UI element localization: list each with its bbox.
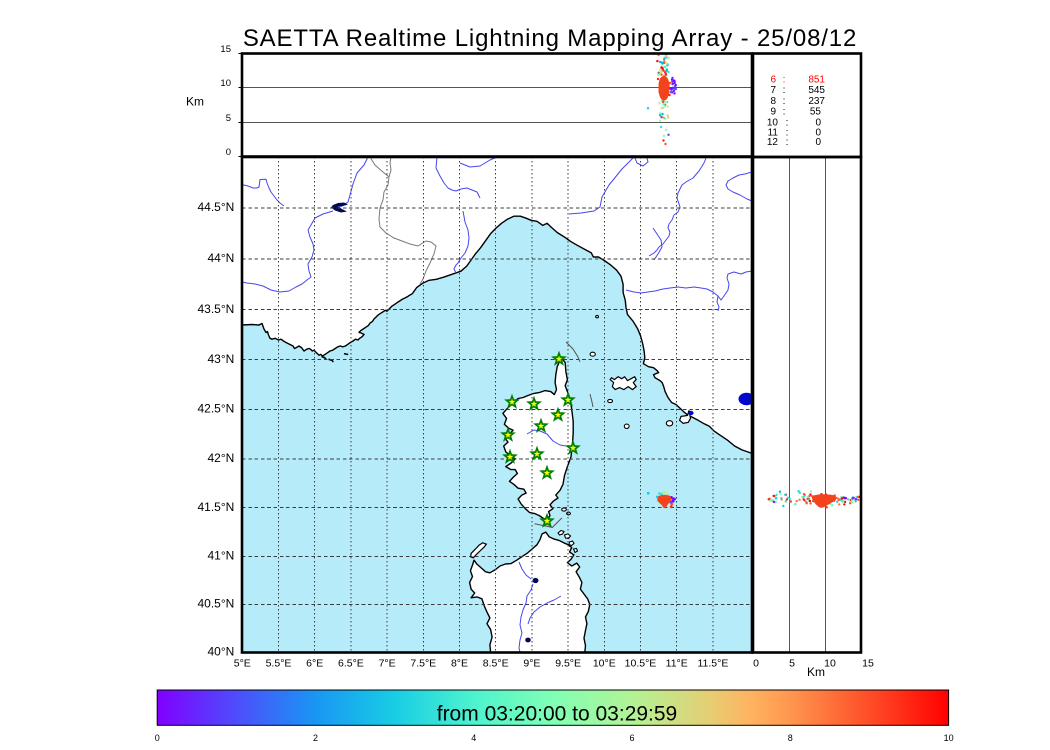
svg-text:40.5°N: 40.5°N xyxy=(197,597,234,611)
svg-text::: : xyxy=(783,96,786,107)
svg-text:15: 15 xyxy=(220,44,231,55)
svg-text:8°E: 8°E xyxy=(451,658,468,670)
svg-text:44°N: 44°N xyxy=(207,251,234,265)
svg-text:6: 6 xyxy=(630,733,635,743)
svg-text:from 03:20:00 to 03:29:59: from 03:20:00 to 03:29:59 xyxy=(437,703,678,726)
svg-text:6°E: 6°E xyxy=(306,658,323,670)
svg-text:10°E: 10°E xyxy=(593,658,616,670)
svg-text:40°N: 40°N xyxy=(207,645,234,659)
svg-text:0: 0 xyxy=(155,733,160,743)
svg-text::: : xyxy=(786,137,789,148)
svg-text:6: 6 xyxy=(770,75,776,86)
svg-text::: : xyxy=(783,85,786,96)
svg-text:6.5°E: 6.5°E xyxy=(338,658,364,670)
svg-text:4: 4 xyxy=(471,733,476,743)
svg-text::: : xyxy=(783,106,786,117)
svg-text:237: 237 xyxy=(808,96,825,107)
svg-text:44.5°N: 44.5°N xyxy=(197,200,234,214)
svg-text:10: 10 xyxy=(220,78,231,89)
svg-text:0: 0 xyxy=(815,137,821,148)
svg-text:0: 0 xyxy=(226,147,231,158)
svg-text::: : xyxy=(786,128,789,139)
svg-text:9: 9 xyxy=(770,106,776,117)
svg-text:0: 0 xyxy=(815,128,821,139)
svg-text:0: 0 xyxy=(815,117,821,128)
svg-text:42°N: 42°N xyxy=(207,451,234,465)
svg-text:11: 11 xyxy=(768,128,779,139)
svg-text:8.5°E: 8.5°E xyxy=(483,658,509,670)
svg-text:15: 15 xyxy=(862,658,874,670)
svg-text:42.5°N: 42.5°N xyxy=(197,402,234,416)
svg-text:5: 5 xyxy=(789,658,795,670)
svg-text:7.5°E: 7.5°E xyxy=(410,658,436,670)
svg-text:5°E: 5°E xyxy=(234,658,251,670)
svg-text:851: 851 xyxy=(808,75,825,86)
svg-text:10.5°E: 10.5°E xyxy=(625,658,657,670)
svg-text:11°E: 11°E xyxy=(666,658,688,670)
svg-text:Km: Km xyxy=(186,95,204,109)
svg-text:43°N: 43°N xyxy=(207,352,234,366)
svg-text:8: 8 xyxy=(788,733,793,743)
svg-text:9°E: 9°E xyxy=(523,658,540,670)
svg-text:5.5°E: 5.5°E xyxy=(266,658,292,670)
svg-text:0: 0 xyxy=(753,658,759,670)
svg-text:41°N: 41°N xyxy=(207,549,234,563)
svg-text:10: 10 xyxy=(824,658,836,670)
svg-text:10: 10 xyxy=(944,733,954,743)
svg-text::: : xyxy=(786,117,789,128)
svg-text:41.5°N: 41.5°N xyxy=(197,500,234,514)
svg-text:43.5°N: 43.5°N xyxy=(197,302,234,316)
svg-text:9.5°E: 9.5°E xyxy=(555,658,581,670)
svg-text:12: 12 xyxy=(767,137,779,148)
svg-text:10: 10 xyxy=(767,117,779,128)
svg-text:11.5°E: 11.5°E xyxy=(697,658,728,670)
svg-text:Km: Km xyxy=(807,665,825,679)
svg-text:SAETTA Realtime Lightning Mapp: SAETTA Realtime Lightning Mapping Array … xyxy=(243,25,857,52)
svg-text:2: 2 xyxy=(313,733,318,743)
svg-text:55: 55 xyxy=(810,106,822,117)
svg-text:7: 7 xyxy=(770,85,776,96)
svg-text:545: 545 xyxy=(808,85,825,96)
svg-text:5: 5 xyxy=(226,113,231,124)
svg-text:7°E: 7°E xyxy=(379,658,396,670)
svg-text:8: 8 xyxy=(770,96,776,107)
svg-text::: : xyxy=(783,75,786,86)
